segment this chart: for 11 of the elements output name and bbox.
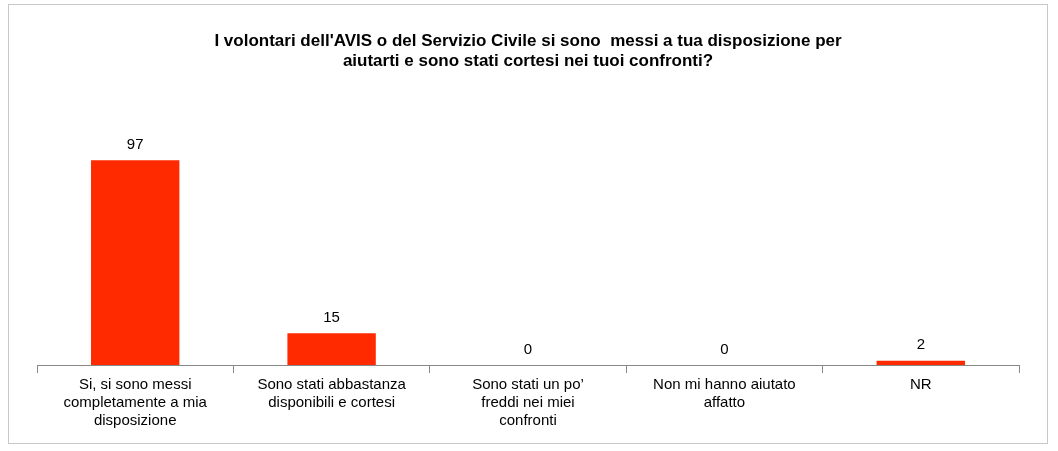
x-tick-label: NR	[909, 375, 932, 393]
x-tick-label: Si, si sono messi completamente a mia disposizione	[63, 375, 208, 429]
chart-title: I volontari dell'AVIS o del Servizio Civile si sono messi a tua disposizione per aiutarti e sono stati cortesi nei tuoi confronti?	[214, 30, 842, 71]
data-label: 0	[523, 339, 533, 357]
data-label: 0	[720, 339, 729, 357]
x-tick-label: Sono stati un po’ freddi nei miei confronti	[472, 375, 584, 429]
data-label: 2	[916, 335, 925, 353]
data-label: 15	[323, 307, 340, 325]
x-tick-label: Sono stati abbastanza disponibili e cortesi	[257, 375, 407, 411]
data-label: 97	[126, 134, 144, 152]
x-tick-label: Non mi hanno aiutato affatto	[653, 375, 796, 411]
